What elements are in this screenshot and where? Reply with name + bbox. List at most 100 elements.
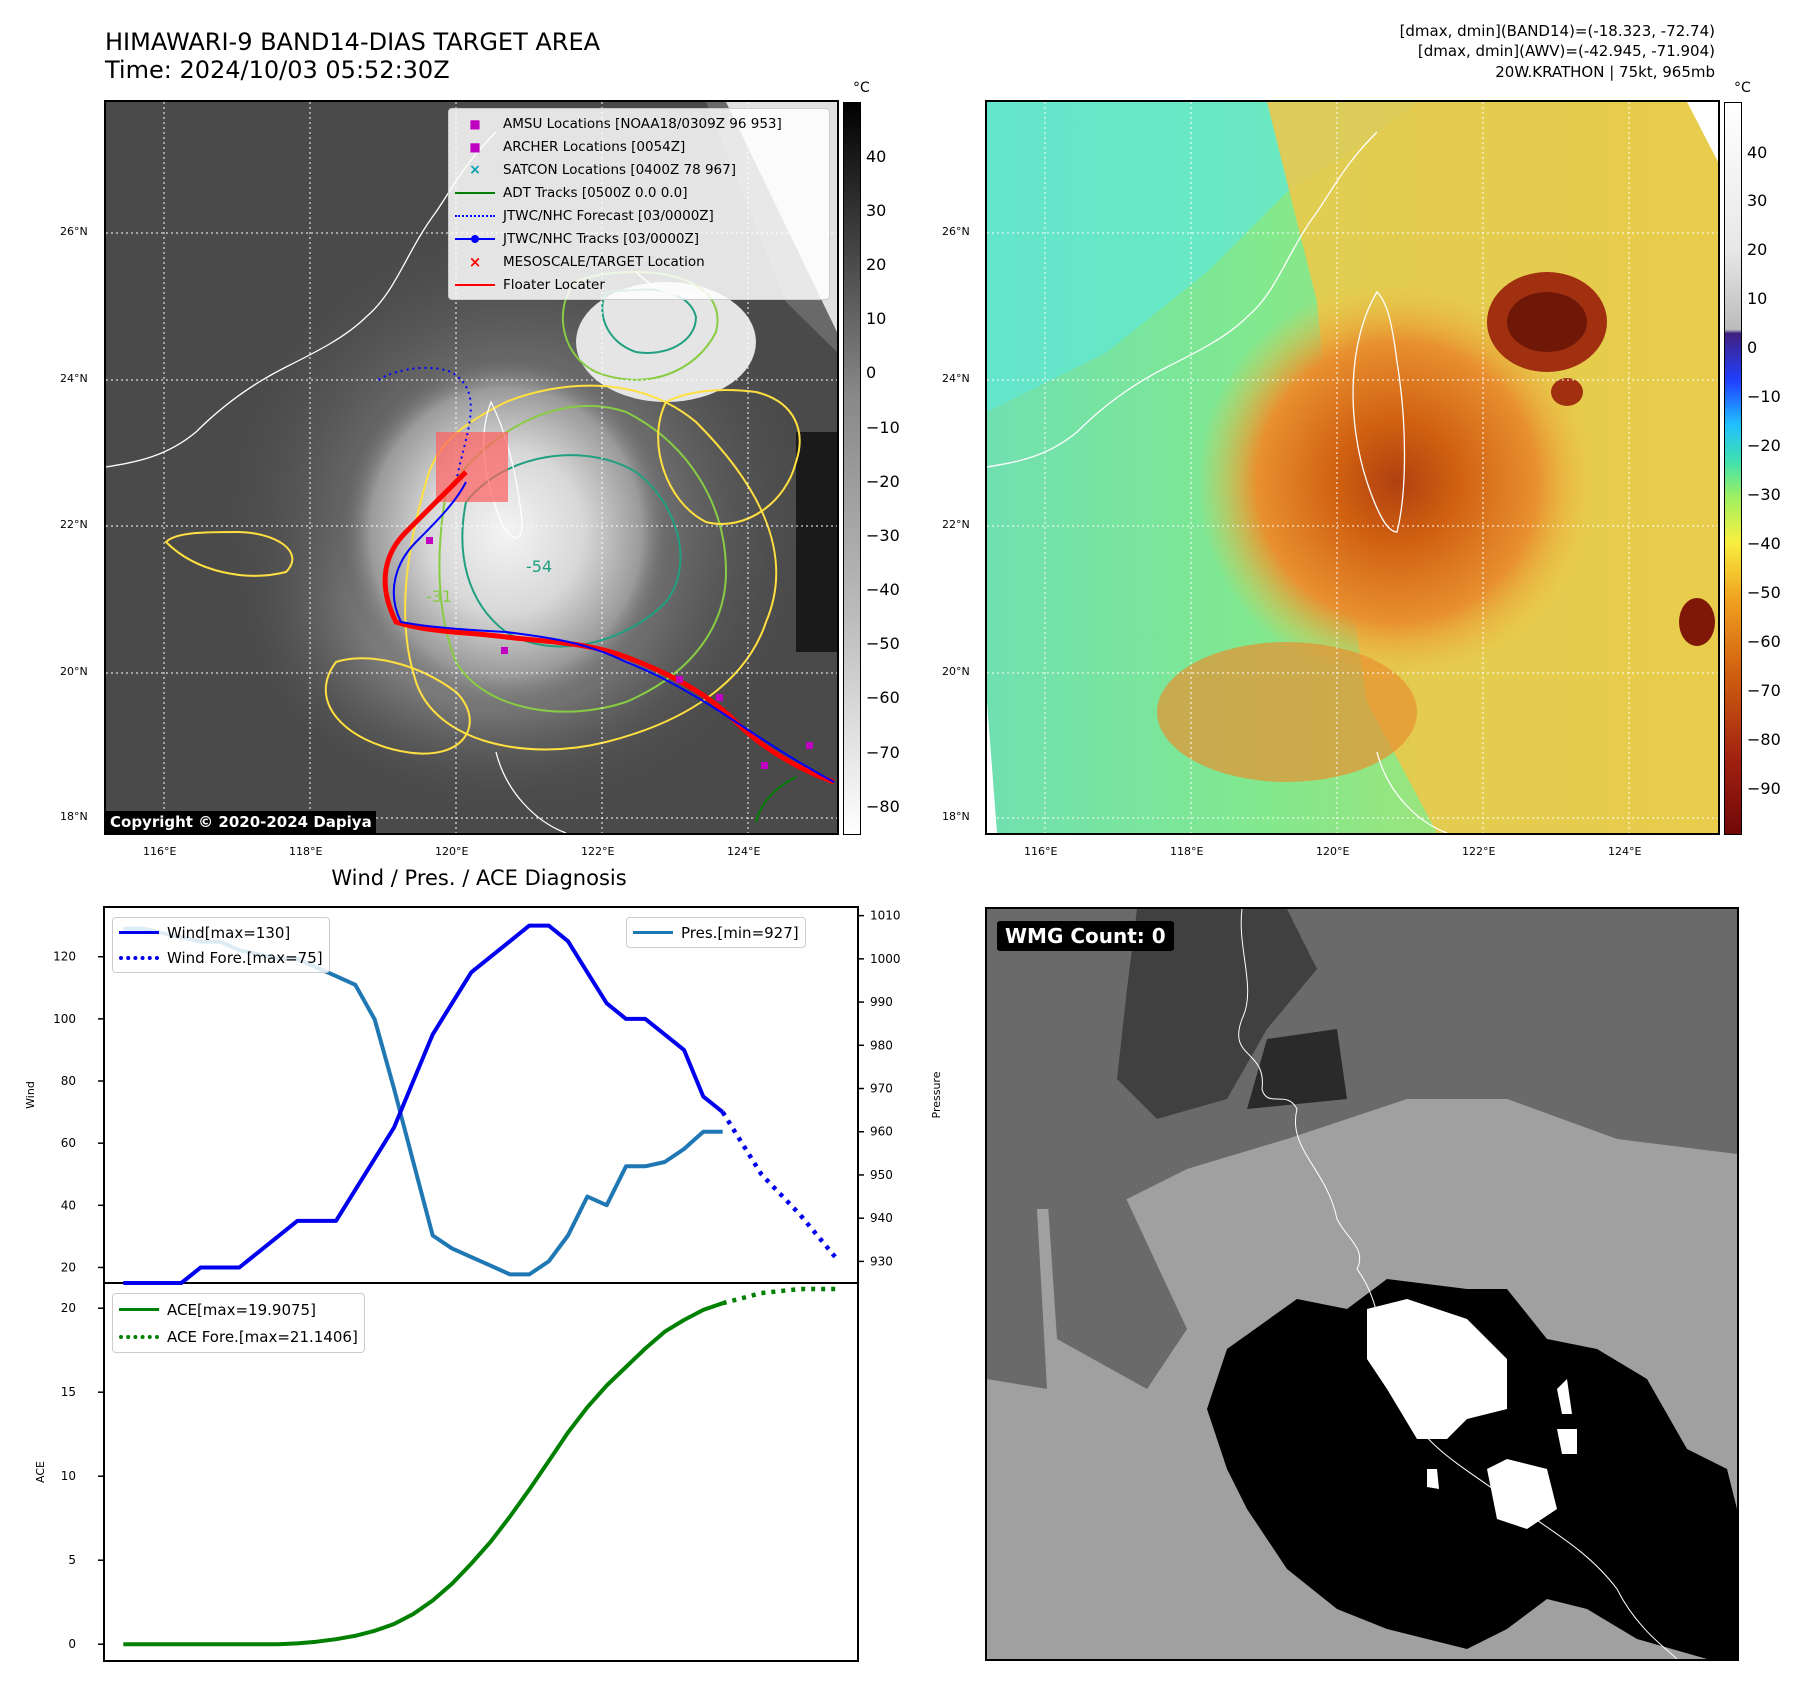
contour-label-54: -54 xyxy=(526,557,552,576)
cb-gray-tick: −40 xyxy=(866,580,900,599)
cb-gray-tick: −10 xyxy=(866,418,900,437)
ytick-label: 100 xyxy=(53,1012,76,1026)
cb-gray-tick: −70 xyxy=(866,743,900,762)
legend-item-adt: ADT Tracks [0500Z 0.0 0.0] xyxy=(449,181,829,204)
legend-item-archer: ■ ARCHER Locations [0054Z] xyxy=(469,138,686,155)
lat-label-22-right: 22°N xyxy=(942,518,970,531)
pressure-ylabel: Pressure xyxy=(930,1071,943,1118)
cb-color-tick: −60 xyxy=(1747,632,1781,651)
lon-label-122-left: 122°E xyxy=(581,845,615,858)
cb-gray-tick: −20 xyxy=(866,472,900,491)
wmg-count-label: WMG Count: 0 xyxy=(997,921,1174,951)
colorbar-gray-unit: °C xyxy=(853,80,870,96)
legend-item-wind-fore: Wind Fore.[max=75] xyxy=(113,945,329,970)
ytick-label: 970 xyxy=(870,1082,893,1096)
ytick-label: 60 xyxy=(61,1136,76,1150)
wind-legend: Wind[max=130] Wind Fore.[max=75] xyxy=(112,917,330,973)
legend-item-amsu: ■ AMSU Locations [NOAA18/0309Z 96 953] xyxy=(469,115,782,132)
legend-item-pressure: Pres.[min=927] xyxy=(627,920,805,945)
lon-label-120-right: 120°E xyxy=(1316,845,1350,858)
cb-gray-tick: −50 xyxy=(866,634,900,653)
cb-color-tick: 40 xyxy=(1747,143,1768,162)
ytick-label: 950 xyxy=(870,1168,893,1182)
cb-color-tick: −50 xyxy=(1747,583,1781,602)
ytick-label: 960 xyxy=(870,1125,893,1139)
ytick-label: 80 xyxy=(61,1074,76,1088)
cb-color-tick: −20 xyxy=(1747,436,1781,455)
lat-label-22-left: 22°N xyxy=(60,518,88,531)
cb-color-tick: −30 xyxy=(1747,485,1781,504)
wind-forecast-line xyxy=(720,1110,841,1263)
cb-gray-tick: 0 xyxy=(866,363,877,382)
legend-item-ace: ACE[max=19.9075] xyxy=(113,1296,364,1323)
ytick-label: 120 xyxy=(53,950,76,964)
ace-lines xyxy=(123,1286,839,1647)
lon-label-116-right: 116°E xyxy=(1024,845,1058,858)
legend-item-jtwc: JTWC/NHC Tracks [03/0000Z] xyxy=(449,227,829,250)
cb-color-tick: −40 xyxy=(1747,534,1781,553)
cb-color-tick: −10 xyxy=(1747,387,1781,406)
lat-label-20-right: 20°N xyxy=(942,665,970,678)
cb-gray-tick: −80 xyxy=(866,797,900,816)
ytick-label: 5 xyxy=(68,1553,76,1567)
wind-line xyxy=(123,923,724,1285)
diagnosis-title: Wind / Pres. / ACE Diagnosis xyxy=(331,866,627,890)
wmg-coastline xyxy=(1238,909,1678,1659)
colorbar-color-unit: °C xyxy=(1734,80,1751,96)
amsu-markers xyxy=(426,537,813,769)
lat-label-18-left: 18°N xyxy=(60,810,88,823)
ytick-label: 40 xyxy=(61,1198,76,1212)
cb-color-tick: 0 xyxy=(1747,338,1758,357)
lon-label-116-left: 116°E xyxy=(143,845,177,858)
cb-gray-tick: 40 xyxy=(866,147,887,166)
ytick-label: 930 xyxy=(870,1254,893,1268)
ytick-label: 990 xyxy=(870,995,893,1009)
ace-line xyxy=(123,1301,724,1647)
ytick-label: 1000 xyxy=(870,952,901,966)
map-legend: ■ AMSU Locations [NOAA18/0309Z 96 953] ■ A… xyxy=(448,108,830,300)
lon-label-124-right: 124°E xyxy=(1608,845,1642,858)
cb-gray-tick: −60 xyxy=(866,688,900,707)
ace-yticks: 0 5 10 15 20 xyxy=(61,1301,104,1651)
ytick-label: 0 xyxy=(68,1637,76,1651)
lon-label-118-left: 118°E xyxy=(289,845,323,858)
legend-item-forecast: JTWC/NHC Forecast [03/0000Z] xyxy=(449,204,829,227)
colorbar-gray xyxy=(843,102,861,835)
pressure-legend: Pres.[min=927] xyxy=(626,917,806,948)
cb-color-tick: 10 xyxy=(1747,289,1768,308)
legend-item-wind: Wind[max=130] xyxy=(113,920,329,945)
contour-label-31: -31 xyxy=(426,587,452,606)
cb-color-tick: −70 xyxy=(1747,681,1781,700)
ytick-label: 20 xyxy=(61,1260,76,1274)
adt-track xyxy=(755,776,797,823)
ace-legend: ACE[max=19.9075] ACE Fore.[max=21.1406] xyxy=(112,1293,365,1353)
chart-time: Time: 2024/10/03 05:52:30Z xyxy=(105,56,450,84)
lat-label-26-right: 26°N xyxy=(942,225,970,238)
cb-gray-tick: 10 xyxy=(866,309,887,328)
lon-label-118-right: 118°E xyxy=(1170,845,1204,858)
jtwc-track xyxy=(392,481,835,783)
legend-item-satcon: × SATCON Locations [0400Z 78 967] xyxy=(469,161,736,178)
contours xyxy=(164,270,801,755)
cb-color-tick: 20 xyxy=(1747,240,1768,259)
lat-label-26-left: 26°N xyxy=(60,225,88,238)
wind-yticks: 20 40 60 80 100 120 xyxy=(53,950,104,1274)
legend-item-ace-fore: ACE Fore.[max=21.1406] xyxy=(113,1323,364,1350)
awv-map-svg xyxy=(987,102,1718,833)
stats-band14: [dmax, dmin](BAND14)=(-18.323, -72.74) xyxy=(1399,22,1715,40)
lat-label-18-right: 18°N xyxy=(942,810,970,823)
cb-color-tick: −80 xyxy=(1747,730,1781,749)
cb-gray-tick: 20 xyxy=(866,255,887,274)
wind-ylabel: Wind xyxy=(24,1081,37,1109)
chart-title: HIMAWARI-9 BAND14-DIAS TARGET AREA xyxy=(105,28,601,56)
cb-color-tick: −90 xyxy=(1747,779,1781,798)
lat-label-24-right: 24°N xyxy=(942,372,970,385)
copyright: Copyright © 2020-2024 Dapiya xyxy=(106,811,376,833)
ytick-label: 15 xyxy=(61,1385,76,1399)
map-grid-right xyxy=(987,102,1718,833)
ytick-label: 20 xyxy=(61,1301,76,1315)
legend-item-floater: Floater Locater xyxy=(449,273,829,296)
ytick-label: 980 xyxy=(870,1038,893,1052)
lat-label-24-left: 24°N xyxy=(60,372,88,385)
